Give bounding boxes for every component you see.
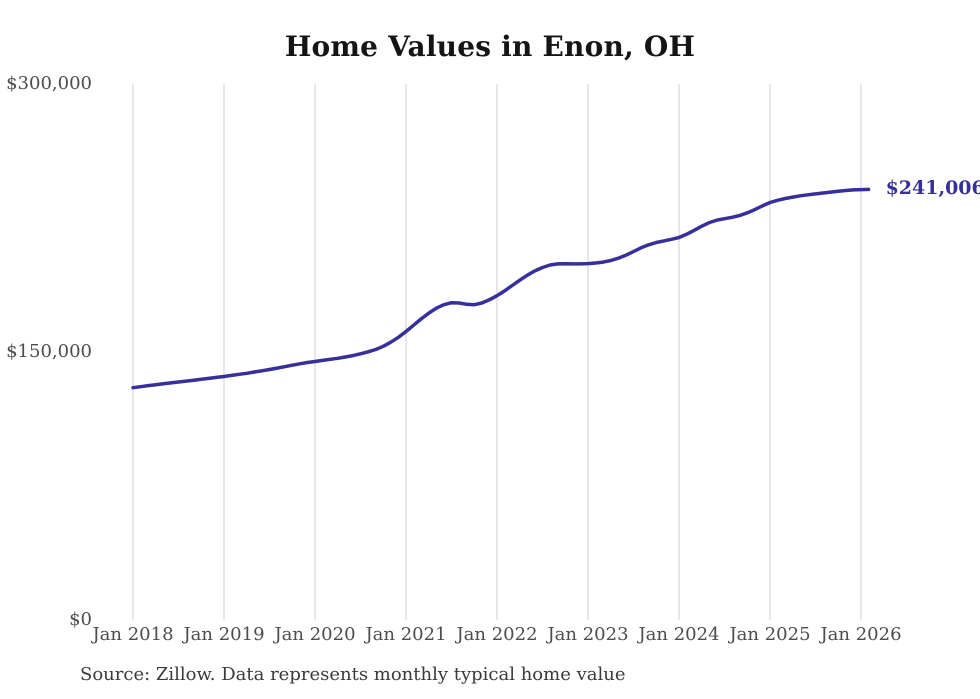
y-tick-label: $150,000 [6,341,92,362]
x-tick-label: Jan 2023 [547,624,629,645]
home-value-line [131,187,871,390]
x-tick-label: Jan 2019 [183,624,265,645]
x-tick-label: Jan 2021 [365,624,447,645]
x-tick-label: Jan 2022 [456,624,538,645]
x-tick-label: Jan 2024 [638,624,720,645]
x-tick-label: Jan 2025 [729,624,811,645]
chart-title: Home Values in Enon, OH [284,30,696,63]
x-tick-label: Jan 2020 [274,624,356,645]
year-gridlines [132,84,862,620]
x-tick-label: Jan 2018 [92,624,174,645]
source-note: Source: Zillow. Data represents monthly … [80,664,626,685]
y-tick-label: $0 [69,609,92,630]
y-tick-label: $300,000 [6,73,92,94]
x-tick-label: Jan 2026 [820,624,902,645]
current-value-label: $241,006 [885,177,980,200]
